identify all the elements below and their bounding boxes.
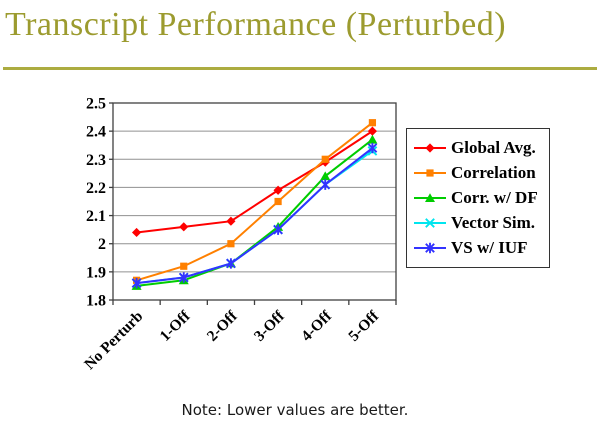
legend-item: VS w/ IUF xyxy=(413,237,545,259)
y-tick-label: 2 xyxy=(98,236,106,253)
y-tick-label: 1.9 xyxy=(86,264,106,281)
legend-label: Global Avg. xyxy=(451,137,536,157)
y-tick-label: 1.8 xyxy=(86,293,106,310)
y-tick-label: 2.3 xyxy=(86,152,106,169)
legend-label: Correlation xyxy=(451,162,536,182)
legend-item: Vector Sim. xyxy=(413,212,545,234)
x-tick-label: 5-Off xyxy=(345,307,383,345)
legend-item: Corr. w/ DF xyxy=(413,187,545,209)
y-tick-label: 2.4 xyxy=(86,124,106,141)
gridlines xyxy=(113,102,396,301)
legend-marker-x-icon xyxy=(414,218,446,229)
legend-marker-asterisk-icon xyxy=(414,243,446,254)
line-chart: 1.8 1.9 2 2.1 2.2 2.3 2.4 2.5 No Perturb 1-Off 2-O… xyxy=(81,96,397,373)
page-title: Transcript Performance (Perturbed) xyxy=(5,6,507,43)
y-tick-label: 2.5 xyxy=(86,96,106,113)
x-axis: No Perturb 1-Off 2-Off 3-Off 4-Off 5-Off xyxy=(81,300,397,373)
series-global-avg xyxy=(131,126,378,238)
series-corr-w-df xyxy=(131,134,378,290)
chart-note: Note: Lower values are better. xyxy=(181,401,409,419)
chart-legend: Global Avg. Correlation Corr. w/ DF Vect… xyxy=(406,128,550,268)
y-tick-label: 2.1 xyxy=(86,208,106,225)
series-correlation xyxy=(132,119,377,284)
legend-marker-triangle-icon xyxy=(414,193,446,202)
x-tick-label: 2-Off xyxy=(204,307,242,345)
chart-area: 1.8 1.9 2 2.1 2.2 2.3 2.4 2.5 No Perturb 1-Off 2-O… xyxy=(40,95,405,405)
legend-marker-diamond-icon xyxy=(414,142,446,153)
legend-label: Corr. w/ DF xyxy=(451,187,538,207)
legend-item: Correlation xyxy=(413,162,545,184)
x-tick-label: 4-Off xyxy=(298,307,336,345)
series-vs-w-iuf xyxy=(131,142,378,289)
legend-label: Vector Sim. xyxy=(451,213,536,233)
x-tick-label: No Perturb xyxy=(81,308,146,373)
y-tick-label: 2.2 xyxy=(86,180,106,197)
legend-marker-square-icon xyxy=(414,169,446,177)
legend-item: Global Avg. xyxy=(413,137,545,159)
x-tick-label: 1-Off xyxy=(157,307,195,345)
x-tick-label: 3-Off xyxy=(251,307,289,345)
y-axis: 1.8 1.9 2 2.1 2.2 2.3 2.4 2.5 xyxy=(86,96,113,310)
title-divider xyxy=(3,67,597,70)
plot-border xyxy=(112,102,397,301)
legend-label: VS w/ IUF xyxy=(451,238,528,258)
series-vector-sim xyxy=(131,145,378,288)
